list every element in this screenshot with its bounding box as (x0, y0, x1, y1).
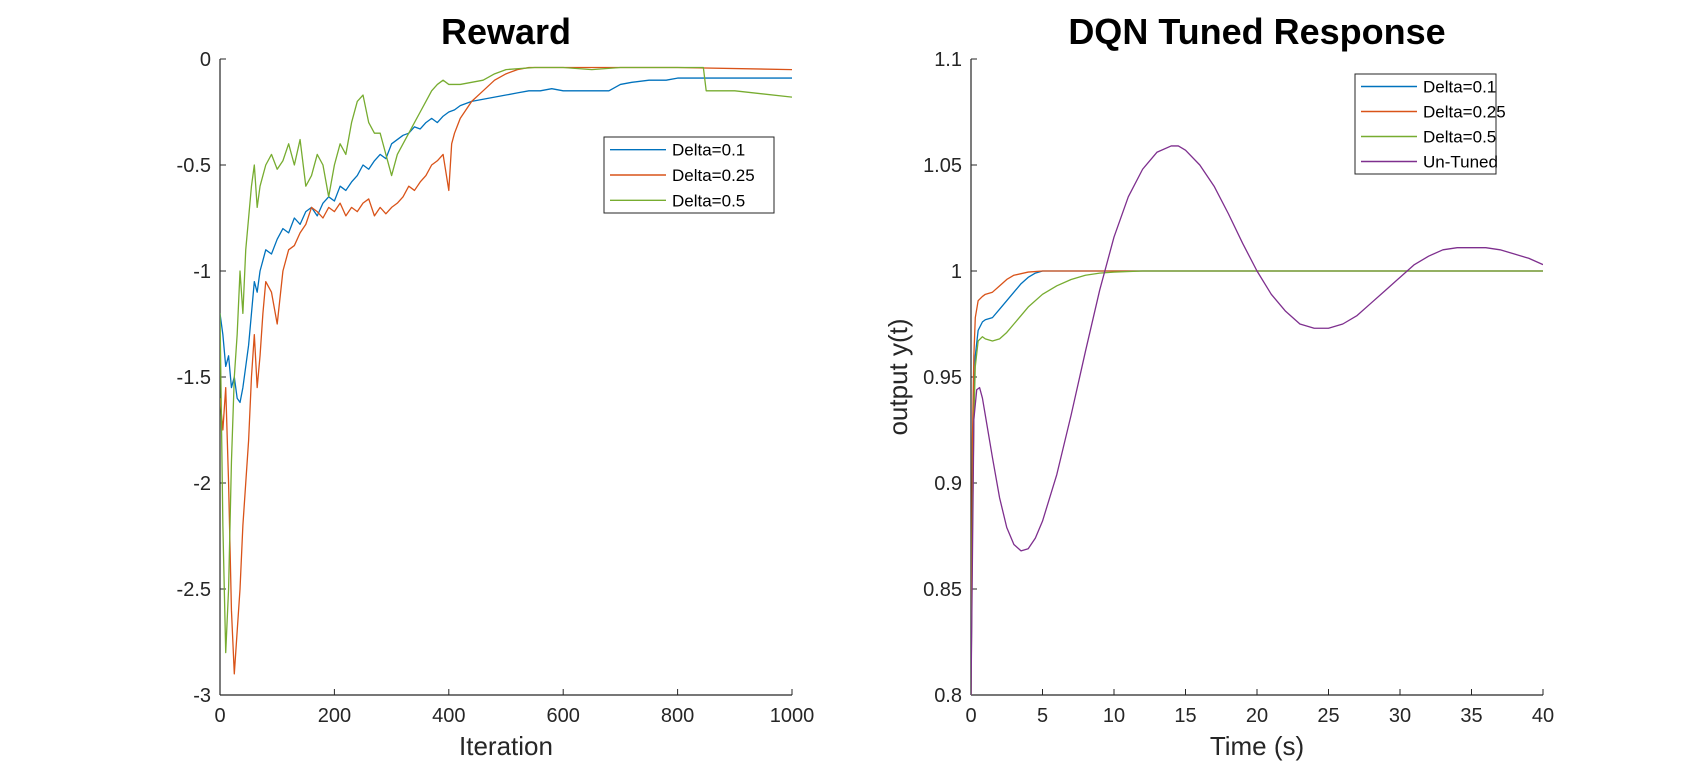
chart0-legend-entry: Delta=0.5 (672, 191, 745, 210)
chart0-x-tick-label: 1000 (770, 705, 815, 727)
chart1-legend-entry: Delta=0.1 (1423, 78, 1496, 97)
chart1-y-tick-label: 1.05 (923, 155, 962, 177)
chart1-series-line-4 (971, 145, 1543, 695)
chart1-x-tick-label: 10 (1103, 705, 1125, 727)
chart0-x-axis-label: Iteration (459, 731, 553, 761)
chart1-x-tick-label: 25 (1317, 705, 1339, 727)
chart1-y-tick-label: 0.85 (923, 579, 962, 601)
chart1-series-line-1 (971, 270, 1543, 695)
chart1-x-tick-label: 30 (1389, 705, 1411, 727)
chart0-x-tick-label: 600 (547, 705, 580, 727)
chart0-y-tick-label: -1 (193, 261, 211, 283)
chart1-x-axis-label: Time (s) (1210, 731, 1304, 761)
chart1-y-tick-label: 1.1 (934, 49, 962, 71)
chart0-y-tick-label: -3 (193, 685, 211, 707)
dqn-tuned-response-chart: DQN Tuned Response 0 5 10 15 20 25 30 35 40 0.8 0.8… (883, 11, 1554, 761)
chart1-x-tick-label: 35 (1460, 705, 1482, 727)
chart0-legend-entry: Delta=0.25 (672, 166, 755, 185)
chart1-y-tick-label: 0.9 (934, 473, 962, 495)
chart0-y-tick-label: -2 (193, 473, 211, 495)
chart0-y-tick-label: -2.5 (177, 579, 211, 601)
chart1-legend-box (1354, 73, 1497, 175)
chart1-legend-entry: Un-Tuned (1423, 153, 1498, 172)
chart1-x-tick-label: 40 (1532, 705, 1554, 727)
chart0-y-tick-label: -1.5 (177, 367, 211, 389)
chart0-legend-entry: Delta=0.1 (672, 141, 745, 160)
chart0-series-line-3 (220, 66, 792, 654)
chart1-plot-area (971, 145, 1543, 695)
chart1-x-tick-label: 15 (1174, 705, 1196, 727)
chart1-x-tick-label: 0 (965, 705, 976, 727)
chart0-y-tick-label: 0 (200, 49, 211, 71)
chart0-x-tick-label: 0 (214, 705, 225, 727)
chart0-series-line-2 (220, 66, 792, 675)
chart1-x-tick-label: 5 (1037, 705, 1048, 727)
chart1-series-line-3 (971, 270, 1543, 695)
chart0-legend: Delta=0.1 Delta=0.25 Delta=0.5 (603, 136, 775, 214)
chart1-legend: Delta=0.1 Delta=0.25 Delta=0.5 Un-Tuned (1354, 73, 1506, 175)
chart1-series-line-2 (971, 270, 1543, 695)
chart0-x-tick-label: 200 (318, 705, 351, 727)
reward-chart: Reward 0 200 400 600 800 1000 0 -0.5 -1 -1.5 -2 -2.5… (177, 11, 815, 761)
chart0-plot-area (220, 66, 792, 675)
chart1-title: DQN Tuned Response (1068, 11, 1445, 52)
chart1-y-tick-label: 1 (951, 261, 962, 283)
chart0-x-tick-label: 400 (432, 705, 465, 727)
chart1-legend-entry: Delta=0.25 (1423, 103, 1506, 122)
chart1-legend-entry: Delta=0.5 (1423, 128, 1496, 147)
chart1-y-tick-label: 0.8 (934, 685, 962, 707)
chart0-x-tick-label: 800 (661, 705, 694, 727)
chart0-title: Reward (441, 11, 571, 52)
chart0-y-tick-label: -0.5 (177, 155, 211, 177)
chart1-y-axis-label: output y(t) (883, 318, 913, 435)
chart1-y-tick-label: 0.95 (923, 367, 962, 389)
chart1-x-tick-label: 20 (1246, 705, 1268, 727)
chart0-series-line-1 (220, 77, 792, 404)
